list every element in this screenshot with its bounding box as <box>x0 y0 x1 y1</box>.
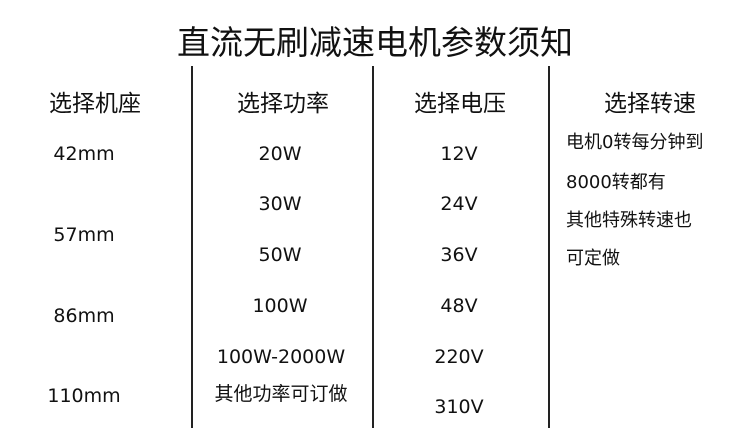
voltage-item: 310V <box>434 396 484 418</box>
voltage-item: 220V <box>434 346 484 368</box>
frame-size-item: 86mm <box>53 305 115 327</box>
power-item: 100W-2000W <box>216 346 346 368</box>
voltage-item: 48V <box>440 295 478 317</box>
frame-size-item: 110mm <box>47 385 121 407</box>
power-item: 20W <box>258 143 302 165</box>
header-voltage: 选择电压 <box>414 91 506 117</box>
header-speed: 选择转速 <box>604 91 696 117</box>
speed-note-line: 其他特殊转速也 <box>566 210 692 231</box>
frame-size-item: 42mm <box>53 143 115 165</box>
power-item: 其他功率可订做 <box>214 383 348 405</box>
voltage-item: 36V <box>440 244 478 266</box>
power-item: 30W <box>258 193 302 215</box>
frame-size-item: 57mm <box>53 224 115 246</box>
header-power: 选择功率 <box>237 91 329 117</box>
column-divider <box>548 66 550 428</box>
speed-note-line: 电机0转每分钟到 <box>566 132 704 153</box>
power-item: 50W <box>258 244 302 266</box>
voltage-item: 24V <box>440 193 478 215</box>
header-frame-size: 选择机座 <box>49 91 141 117</box>
speed-note-line: 可定做 <box>566 248 620 269</box>
speed-note-line: 8000转都有 <box>566 172 666 193</box>
page-title: 直流无刷减速电机参数须知 <box>177 23 573 62</box>
column-divider <box>372 66 374 428</box>
power-item: 100W <box>252 295 308 317</box>
column-divider <box>191 66 193 428</box>
voltage-item: 12V <box>440 143 478 165</box>
